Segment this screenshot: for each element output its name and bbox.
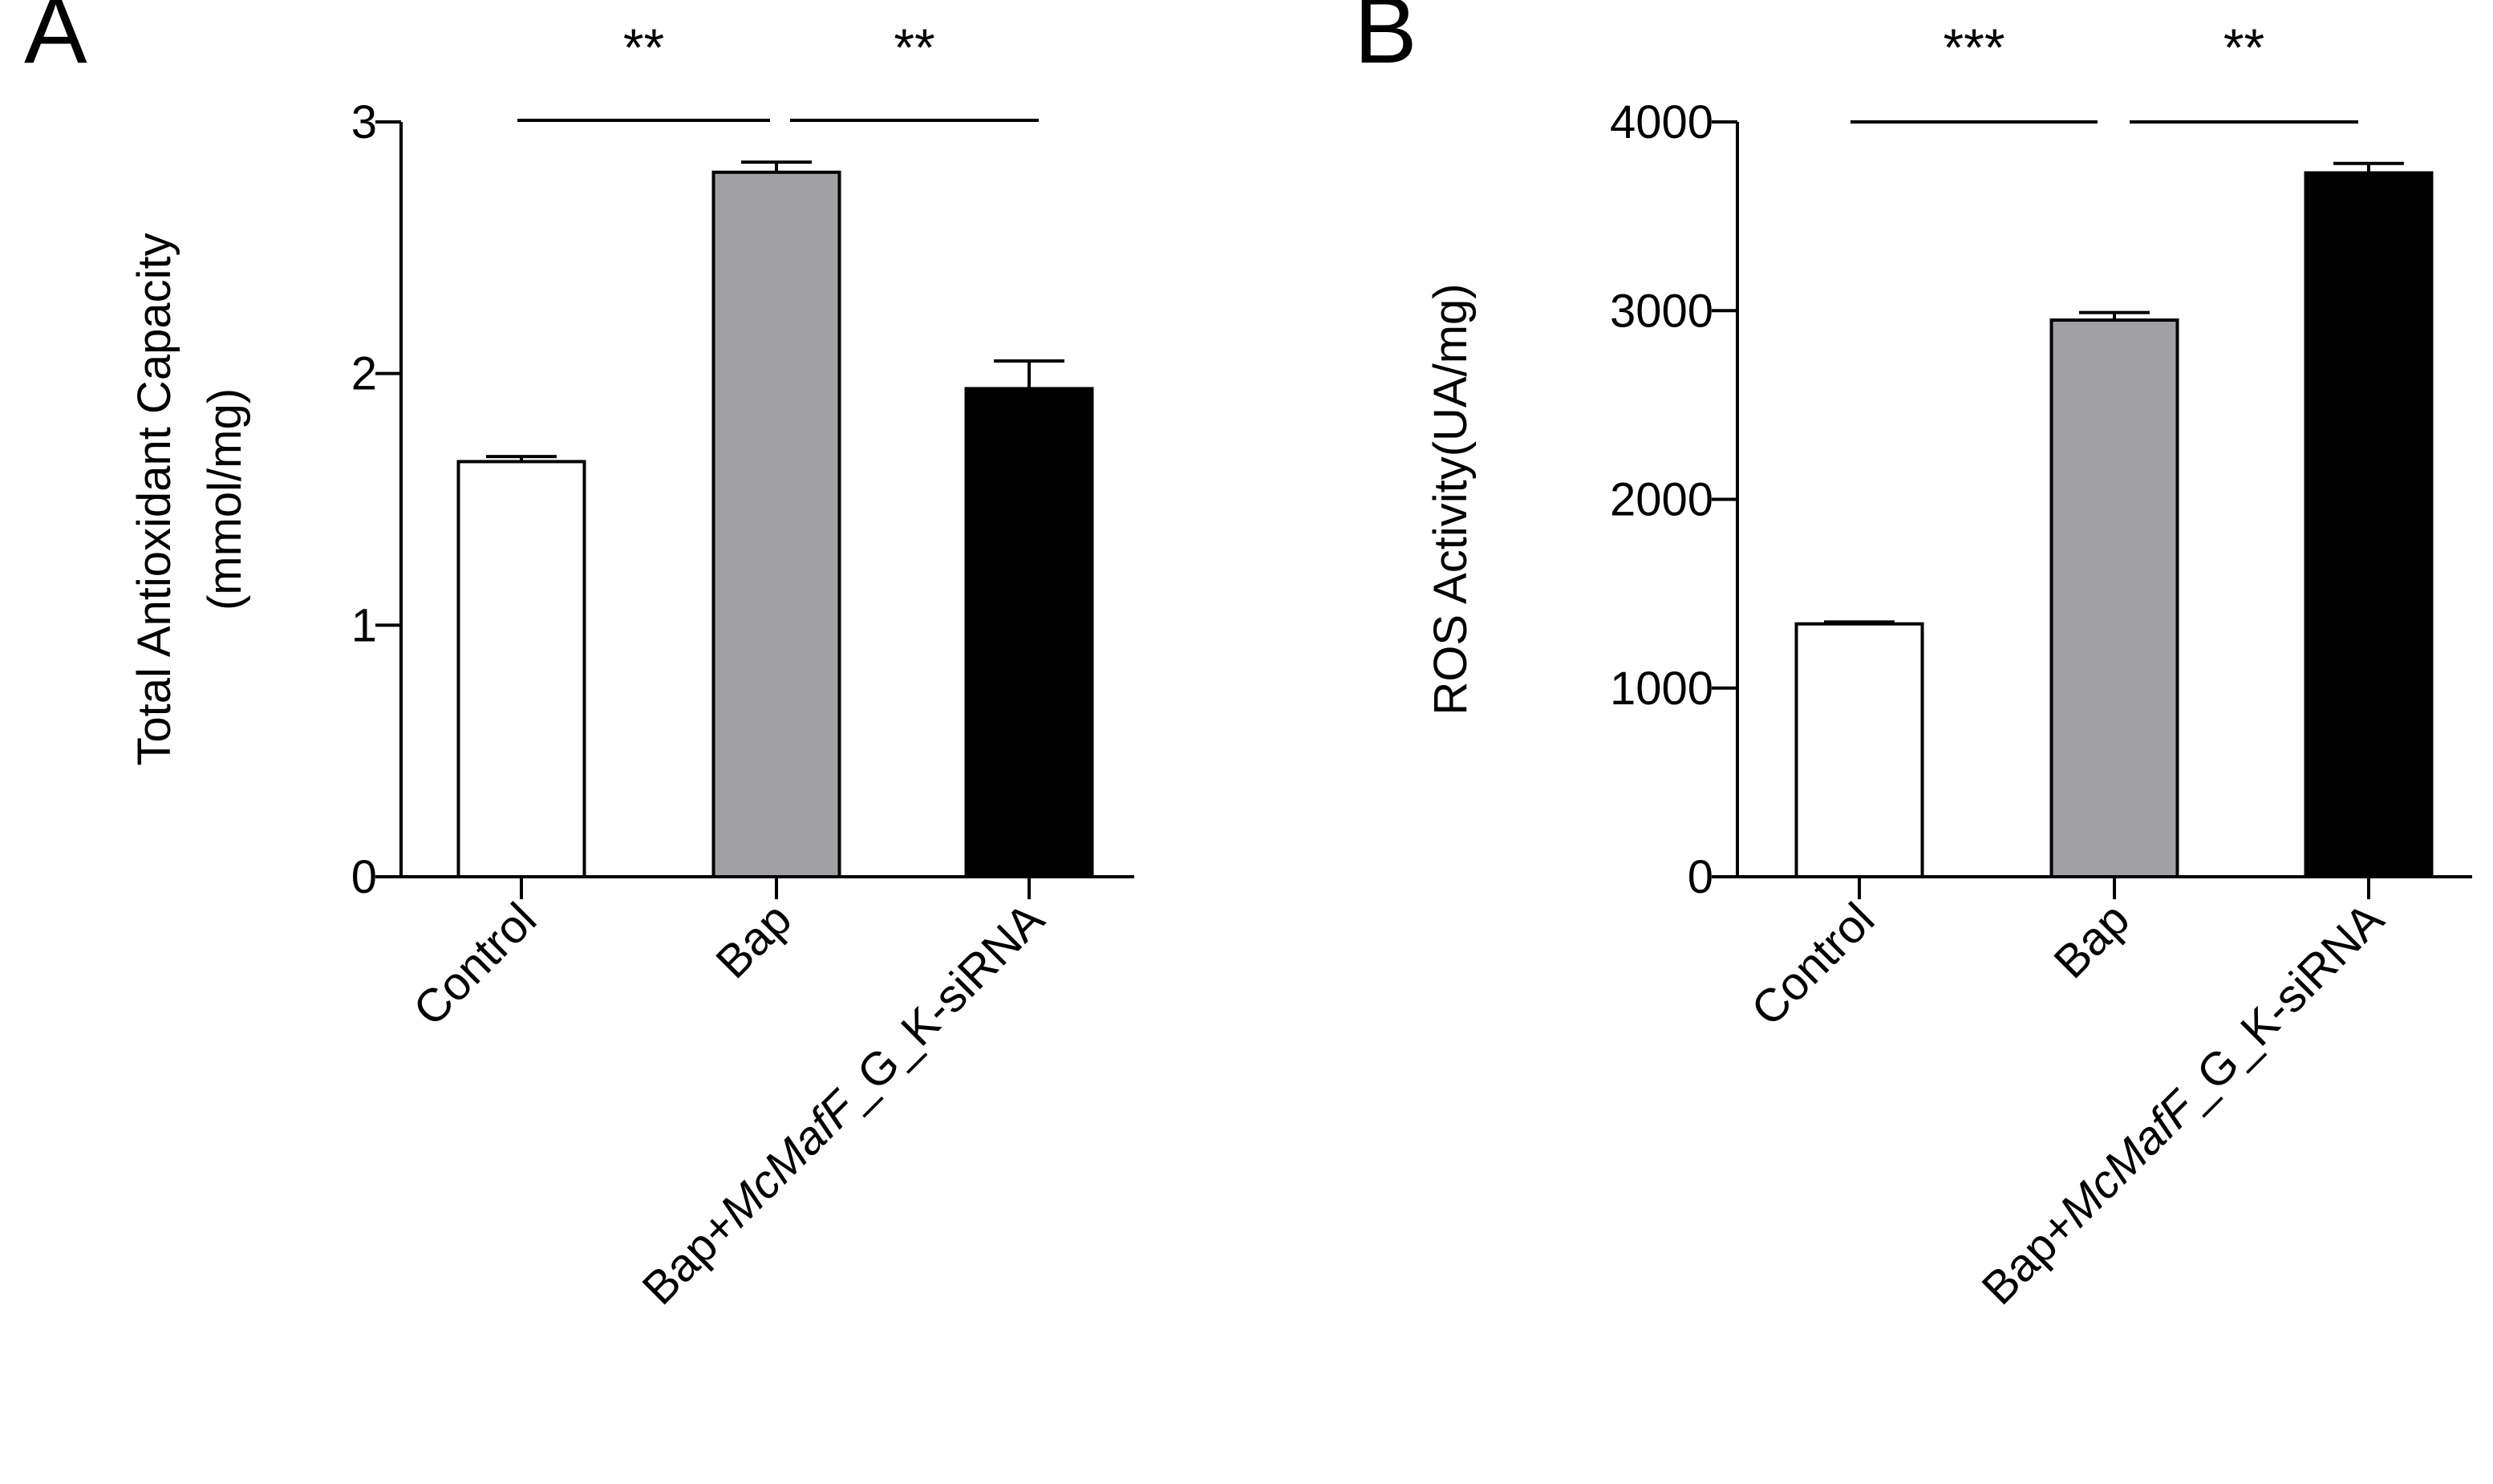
- y-tick-label: 3: [351, 96, 377, 148]
- x-category-label: Bap+McMafF_G_K-siRNA: [1972, 893, 2394, 1315]
- y-tick-label: 3000: [1610, 285, 1713, 337]
- y-tick-label: 4000: [1610, 96, 1713, 148]
- y-axis-title: ROS Activity(UA/mg): [1425, 283, 1477, 715]
- bar-1: [456, 460, 586, 878]
- significance-label-1: **: [623, 18, 664, 77]
- y-axis-unit: (mmol/mg): [199, 388, 251, 610]
- x-category-label: Control: [1741, 893, 1884, 1036]
- y-tick-label: 0: [351, 851, 377, 903]
- x-category-label: Bap: [706, 893, 801, 988]
- y-tick-label: 1000: [1610, 663, 1713, 715]
- bar-2: [2049, 318, 2179, 878]
- y-tick-label: 0: [1688, 851, 1713, 903]
- x-category-label: Control: [403, 893, 546, 1036]
- chart-panel-a: A 0 1 2 3 Total Antioxidant Capacity (mmol/mg)…: [24, 0, 1134, 1315]
- bar-2: [711, 170, 841, 878]
- y-tick-label: 1: [351, 599, 377, 651]
- y-tick-label: 2: [351, 348, 377, 400]
- bar-3: [2304, 171, 2434, 878]
- bar-3: [964, 387, 1094, 878]
- significance-label-2: **: [894, 18, 934, 77]
- x-category-label: Bap+McMafF_G_K-siRNA: [632, 893, 1054, 1315]
- significance-label-2: **: [2223, 18, 2264, 77]
- y-tick-label: 2000: [1610, 474, 1713, 526]
- y-axis-title: Total Antioxidant Capacity: [128, 233, 180, 765]
- panel-label: B: [1354, 0, 1417, 83]
- significance-label-1: ***: [1943, 18, 2005, 77]
- bar-1: [1794, 622, 1924, 878]
- x-category-label: Bap: [2044, 893, 2139, 988]
- panel-label: A: [24, 0, 87, 83]
